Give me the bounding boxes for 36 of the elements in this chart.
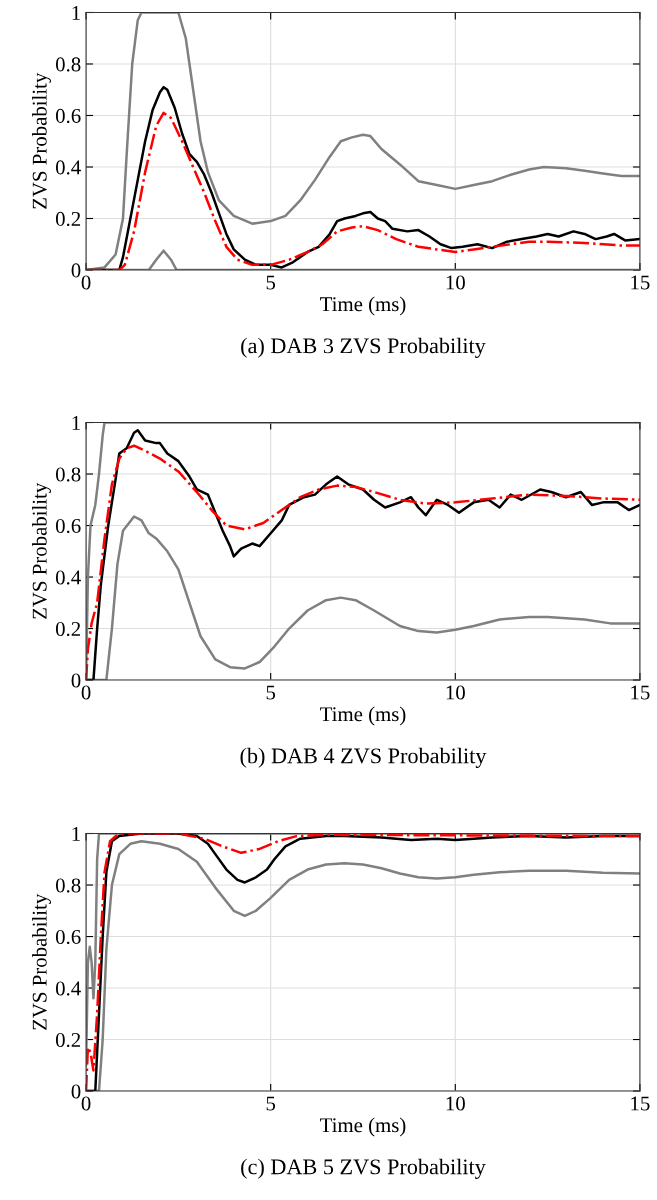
- x-tick-label: 10: [446, 685, 465, 700]
- x-tick-label: 15: [631, 685, 650, 700]
- x-axis-title: Time (ms): [320, 706, 406, 726]
- x-tick-label: 15: [631, 1096, 650, 1111]
- y-tick-label: 0.4: [55, 160, 81, 175]
- y-tick-label: 0: [71, 673, 81, 688]
- y-tick-label: 0.4: [55, 981, 81, 996]
- y-tick-label: 0.6: [55, 108, 81, 124]
- y-tick-label: 0.6: [55, 929, 81, 945]
- y-axis-title: ZVS Probability: [32, 893, 51, 1030]
- y-tick-label: 0: [71, 1084, 81, 1099]
- text: (b) DAB 4 ZVS Probability: [240, 747, 487, 768]
- x-axis-title: Time (ms): [320, 296, 406, 316]
- y-axis-title: ZVS Probability: [32, 72, 51, 209]
- x-tick-label: 15: [631, 275, 650, 290]
- text: (c) DAB 5 ZVS Probability: [241, 1158, 486, 1179]
- y-tick-label: 1: [72, 415, 80, 430]
- y-tick-label: 0.6: [55, 518, 81, 534]
- y-axis-title: ZVS Probability: [32, 482, 51, 619]
- y-tick-label: 1: [72, 826, 80, 841]
- y-tick-label: 0.8: [55, 57, 81, 72]
- x-tick-label: 10: [446, 1096, 465, 1111]
- y-tick-label: 0.2: [55, 621, 81, 637]
- x-tick-label: 5: [266, 685, 276, 700]
- y-tick-label: 0.2: [55, 211, 81, 227]
- text: (a) DAB 3 ZVS Probability: [241, 337, 486, 358]
- y-tick-label: 0: [71, 263, 81, 278]
- y-tick-label: 0.4: [55, 570, 81, 585]
- y-tick-label: 0.8: [55, 467, 81, 482]
- y-tick-label: 0.2: [55, 1032, 81, 1048]
- x-tick-label: 10: [446, 275, 465, 290]
- x-axis-title: Time (ms): [320, 1117, 406, 1137]
- x-tick-label: 5: [266, 1096, 276, 1111]
- x-tick-label: 5: [266, 275, 276, 290]
- y-tick-label: 0.8: [55, 878, 81, 893]
- y-tick-label: 1: [72, 5, 80, 20]
